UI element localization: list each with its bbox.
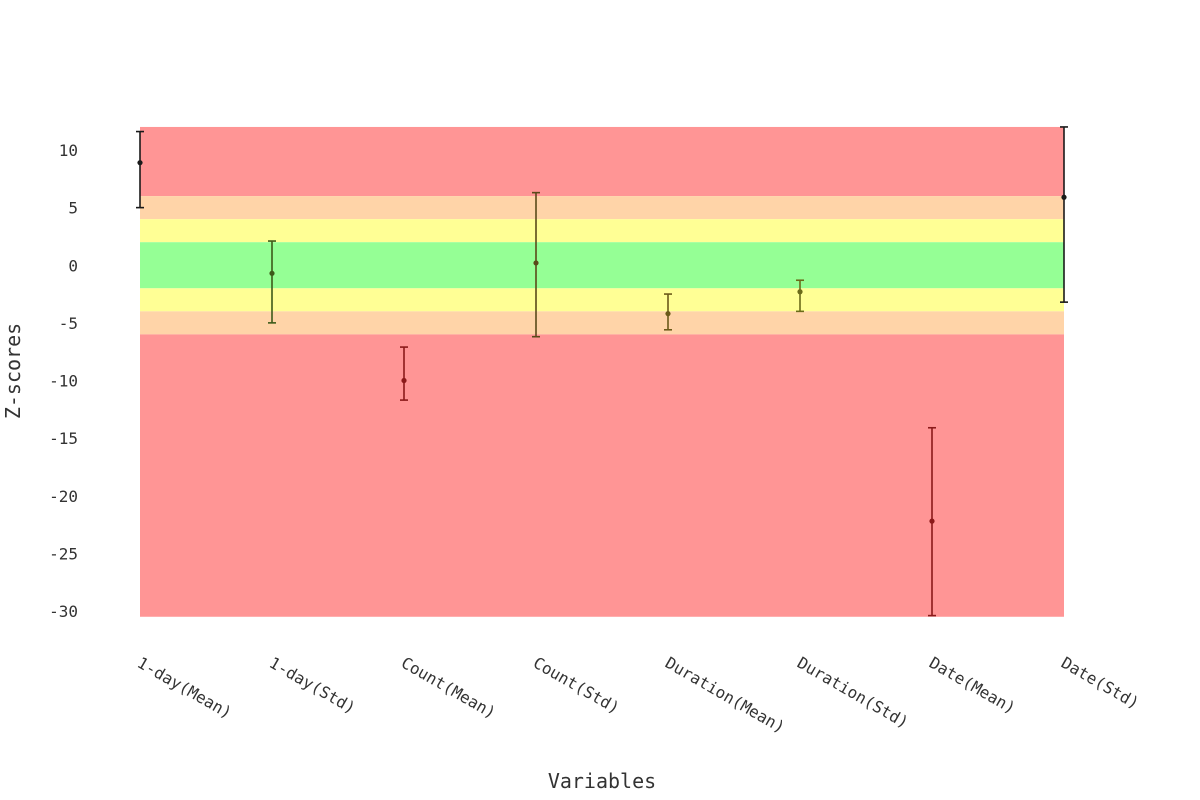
y-tick-label: -20	[49, 487, 78, 506]
x-tick-label: 1-day(Mean)	[134, 653, 235, 722]
x-axis-label: Variables	[548, 769, 656, 793]
y-tick-label: -5	[59, 314, 78, 333]
y-tick-label: -30	[49, 602, 78, 621]
data-point	[797, 289, 803, 295]
data-point	[929, 518, 935, 524]
x-axis-ticks: 1-day(Mean) 1-day(Std) Count(Mean) Count(St…	[134, 653, 1143, 737]
x-tick-label: Date(Mean)	[926, 653, 1019, 718]
y-tick-label: 5	[68, 199, 78, 218]
y-axis-ticks: 10 5 0 -5 -10 -15 -20 -25 -30	[49, 141, 78, 621]
error-bar-Count(Mean)	[400, 346, 408, 401]
error-bar-Date(Std)	[1060, 126, 1068, 303]
data-point	[269, 270, 275, 276]
zone-bands	[140, 126, 1064, 617]
error-bar-1-day(Std)	[268, 240, 276, 324]
y-tick-label: -10	[49, 372, 78, 391]
x-tick-label: Duration(Std)	[794, 653, 912, 732]
y-tick-label: -15	[49, 429, 78, 448]
y-tick-label: 10	[59, 141, 78, 160]
zone-band-6	[140, 334, 1064, 617]
zone-band-5	[140, 311, 1064, 335]
error-bar-1-day(Mean)	[136, 130, 144, 209]
data-point	[533, 260, 539, 266]
zone-band-4	[140, 288, 1064, 312]
data-point	[665, 311, 671, 317]
zone-band-1	[140, 196, 1064, 220]
data-point	[137, 160, 143, 166]
x-tick-label: Count(Std)	[530, 653, 623, 718]
y-tick-label: 0	[68, 256, 78, 275]
error-bar-Duration(Std)	[796, 279, 804, 313]
zone-band-3	[140, 242, 1064, 289]
y-axis-label: Z-scores	[1, 323, 25, 419]
data-point	[1061, 194, 1067, 200]
x-tick-label: Count(Mean)	[398, 653, 499, 722]
error-bar-Duration(Mean)	[664, 293, 672, 331]
error-bar-Date(Mean)	[928, 426, 936, 617]
zone-band-0	[140, 126, 1064, 197]
x-tick-label: Duration(Mean)	[662, 653, 788, 737]
y-tick-label: -25	[49, 544, 78, 563]
error-bars	[136, 126, 1068, 617]
x-tick-label: Date(Std)	[1058, 653, 1143, 713]
error-bar-Count(Std)	[532, 191, 540, 338]
x-tick-label: 1-day(Std)	[266, 653, 359, 718]
data-point	[401, 377, 407, 384]
zone-band-2	[140, 219, 1064, 243]
